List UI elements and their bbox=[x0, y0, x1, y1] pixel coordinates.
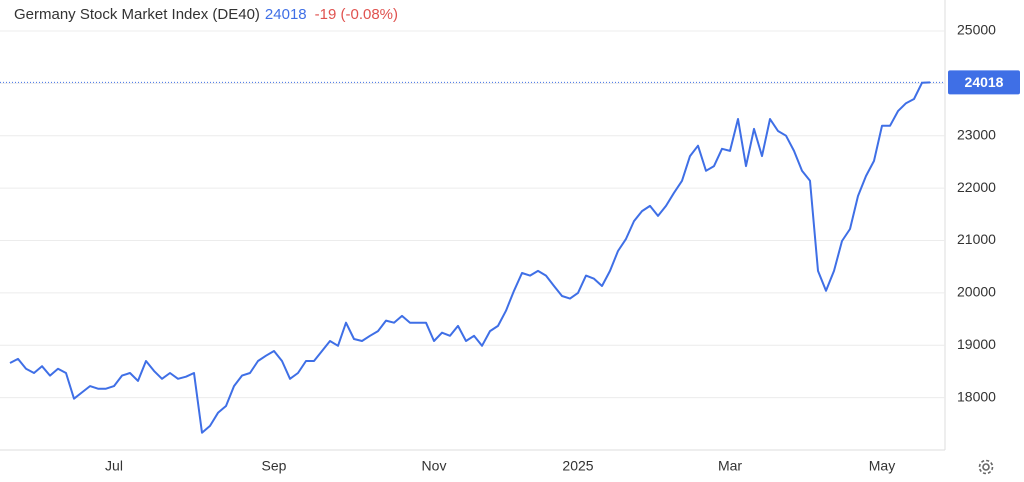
price-line bbox=[9, 81, 931, 434]
y-tick-label: 23000 bbox=[957, 126, 996, 142]
y-tick-label: 22000 bbox=[957, 179, 996, 195]
last-price-label: 24018 bbox=[965, 74, 1004, 90]
x-tick-label: Mar bbox=[718, 458, 742, 474]
x-tick-label: Sep bbox=[262, 458, 287, 474]
settings-icon[interactable] bbox=[978, 459, 994, 475]
change: -19 (-0.08%) bbox=[315, 6, 398, 23]
y-tick-label: 21000 bbox=[957, 231, 996, 247]
y-tick-label: 25000 bbox=[957, 22, 996, 38]
chart-header: Germany Stock Market Index (DE40) 24018 -1… bbox=[14, 6, 398, 23]
x-tick-label: 2025 bbox=[562, 458, 593, 474]
y-tick-label: 19000 bbox=[957, 336, 996, 352]
x-tick-label: May bbox=[869, 458, 895, 474]
y-tick-label: 18000 bbox=[957, 388, 996, 404]
last-price-tag bbox=[948, 70, 1020, 95]
x-tick-label: Jul bbox=[105, 458, 123, 474]
y-tick-label: 20000 bbox=[957, 284, 996, 300]
last-value: 24018 bbox=[265, 6, 307, 23]
chart-title: Germany Stock Market Index (DE40) bbox=[14, 6, 260, 23]
x-tick-label: Nov bbox=[422, 458, 447, 474]
